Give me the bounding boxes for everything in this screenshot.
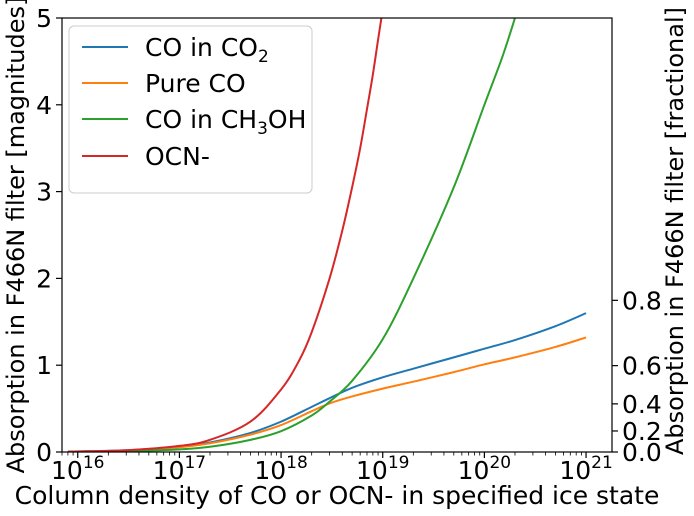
y-tick-label-3: 3 [36, 178, 52, 207]
x-tick-label-5: 1021 [559, 453, 612, 485]
series-layer [67, 18, 587, 452]
x-tick-label-1: 1017 [153, 453, 206, 485]
x-tick-label-3: 1019 [356, 453, 409, 485]
legend-box [68, 25, 313, 194]
axes-layer: 1016 1017 1018 1019 1020 1021 0 1 2 3 4 5 0.00.20.4 0… [36, 4, 662, 485]
y-right-tick-label-3: 0.6 [622, 352, 662, 381]
y-tick-label-0: 0 [36, 438, 52, 467]
series-line-3 [67, 18, 383, 452]
y-tick-label-5: 5 [36, 4, 52, 33]
legend-label-1: Pure CO [145, 69, 246, 98]
legend-label-3: OCN- [145, 142, 210, 171]
y-tick-label-1: 1 [36, 351, 52, 380]
x-axis-label: Column density of CO or OCN- in specifie… [15, 481, 660, 510]
y-axis-label: Absorption in F466N filter [magnitudes] [2, 0, 30, 473]
y-axis-label-right: Absorption in F466N filter [fractional] [661, 7, 689, 455]
legend-label-0: CO in CO2 [145, 33, 269, 67]
y-right-tick-label-4: 0.8 [622, 286, 662, 315]
x-tick-label-0: 1016 [51, 453, 104, 485]
y-right-tick-label-0: 0.0 [622, 438, 662, 467]
y-tick-label-4: 4 [36, 91, 52, 120]
y-tick-label-2: 2 [36, 264, 52, 293]
x-tick-label-2: 1018 [254, 453, 307, 485]
y-right-tick-label-1: 0.2 [622, 417, 662, 446]
x-tick-label-4: 1020 [458, 453, 511, 485]
legend-label-2: CO in CH3OH [145, 105, 306, 139]
series-line-2 [67, 18, 516, 452]
y-right-tick-label-2: 0.4 [622, 390, 662, 419]
plot-frame [61, 17, 613, 453]
